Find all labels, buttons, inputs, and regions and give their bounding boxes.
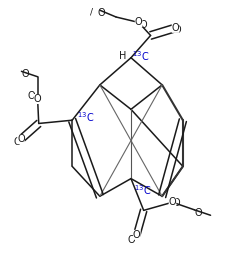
Text: $^{13}$C: $^{13}$C <box>134 183 151 197</box>
Text: O: O <box>127 235 135 245</box>
Text: O: O <box>173 25 181 35</box>
Text: O: O <box>134 17 142 27</box>
Text: O: O <box>13 137 21 147</box>
Text: O: O <box>97 8 104 18</box>
Text: O: O <box>139 20 146 29</box>
Text: $^{13}$C: $^{13}$C <box>132 49 149 63</box>
Text: $^{13}$C: $^{13}$C <box>76 111 94 124</box>
Text: O: O <box>132 230 140 240</box>
Text: O: O <box>168 197 176 207</box>
Text: O: O <box>171 23 179 33</box>
Text: O: O <box>17 134 25 144</box>
Text: O: O <box>171 198 179 208</box>
Text: H: H <box>119 51 126 61</box>
Text: O: O <box>194 208 201 218</box>
Text: /: / <box>89 8 92 17</box>
Text: O: O <box>21 69 29 79</box>
Text: O: O <box>34 94 41 104</box>
Text: O: O <box>27 91 35 101</box>
